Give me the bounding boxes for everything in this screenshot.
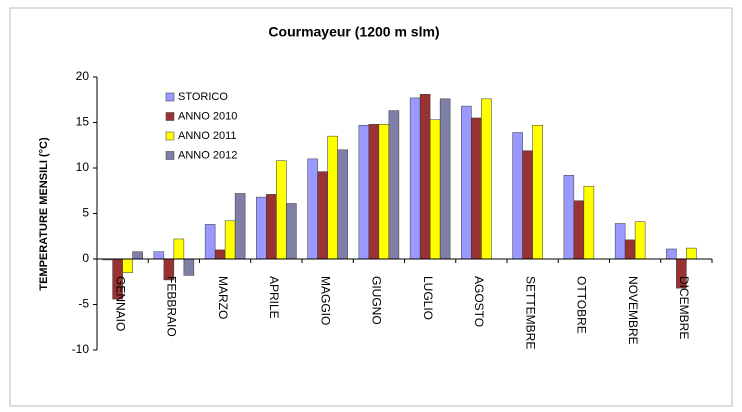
bar: [481, 98, 492, 260]
y-axis-label: TEMPERATURE MENSILI (°C): [38, 137, 50, 291]
x-tick-label: MARZO: [216, 276, 230, 319]
bar: [532, 124, 543, 260]
x-tick-label: OTTOBRE: [575, 276, 589, 334]
bar: [378, 124, 390, 260]
bar: [224, 220, 236, 260]
x-tick-label: LUGLIO: [421, 276, 435, 320]
bar: [512, 132, 523, 260]
x-tick-label: GIUGNO: [370, 276, 384, 325]
bar: [204, 224, 216, 260]
chart-title: Courmayeur (1200 m slm): [268, 24, 439, 40]
bar: [337, 149, 348, 260]
bar: [327, 135, 338, 260]
y-tick-label: 10: [76, 160, 90, 174]
bar: [266, 194, 277, 260]
x-tick-label: DICEMBRE: [677, 276, 691, 339]
bar: [461, 105, 472, 260]
bar: [173, 238, 185, 260]
x-tick-label: SETTEMBRE: [523, 276, 537, 349]
x-tick-label: MAGGIO: [318, 276, 332, 325]
bar: [286, 203, 297, 260]
bar: [686, 247, 697, 260]
legend-label: STORICO: [178, 91, 228, 103]
bar: [214, 249, 226, 260]
bar: [522, 150, 533, 260]
x-tick-label: FEBBRAIO: [165, 276, 179, 337]
bar: [573, 200, 585, 260]
bar: [471, 117, 482, 260]
bar: [388, 110, 400, 260]
bar: [563, 175, 575, 260]
legend-swatch: [165, 131, 175, 141]
y-tick-label: 15: [76, 115, 90, 129]
legend-swatch: [165, 151, 175, 160]
legend-swatch: [165, 112, 175, 121]
bar: [614, 223, 626, 260]
bar: [234, 193, 246, 260]
y-tick-label: 20: [76, 69, 90, 83]
bar: [153, 251, 165, 260]
x-tick-label: NOVEMBRE: [626, 276, 640, 345]
bar: [429, 119, 441, 260]
x-tick-label: APRILE: [267, 276, 281, 319]
bar: [358, 124, 370, 260]
bar: [666, 248, 677, 260]
x-tick-label: GENNAIO: [113, 276, 127, 331]
bar: [317, 171, 328, 260]
bar: [256, 196, 267, 260]
bar: [276, 160, 287, 260]
bar: [122, 258, 133, 273]
bar: [183, 258, 195, 276]
legend-label: ANNO 2010: [178, 110, 237, 122]
legend-label: ANNO 2012: [178, 149, 237, 161]
bar: [419, 94, 431, 260]
bar: [409, 97, 421, 260]
bar: [583, 185, 595, 260]
y-tick-label: -10: [72, 342, 90, 356]
y-tick-label: 5: [82, 206, 89, 220]
bar: [624, 239, 636, 260]
bar: [368, 124, 380, 260]
bar: [132, 251, 143, 260]
bar: [439, 98, 451, 260]
bar: [634, 221, 646, 260]
legend-label: ANNO 2011: [178, 130, 237, 142]
y-tick-label: -5: [78, 297, 89, 311]
x-tick-label: AGOSTO: [472, 276, 486, 327]
y-tick-label: 0: [82, 251, 89, 265]
legend-swatch: [165, 92, 175, 102]
bar: [307, 158, 318, 260]
